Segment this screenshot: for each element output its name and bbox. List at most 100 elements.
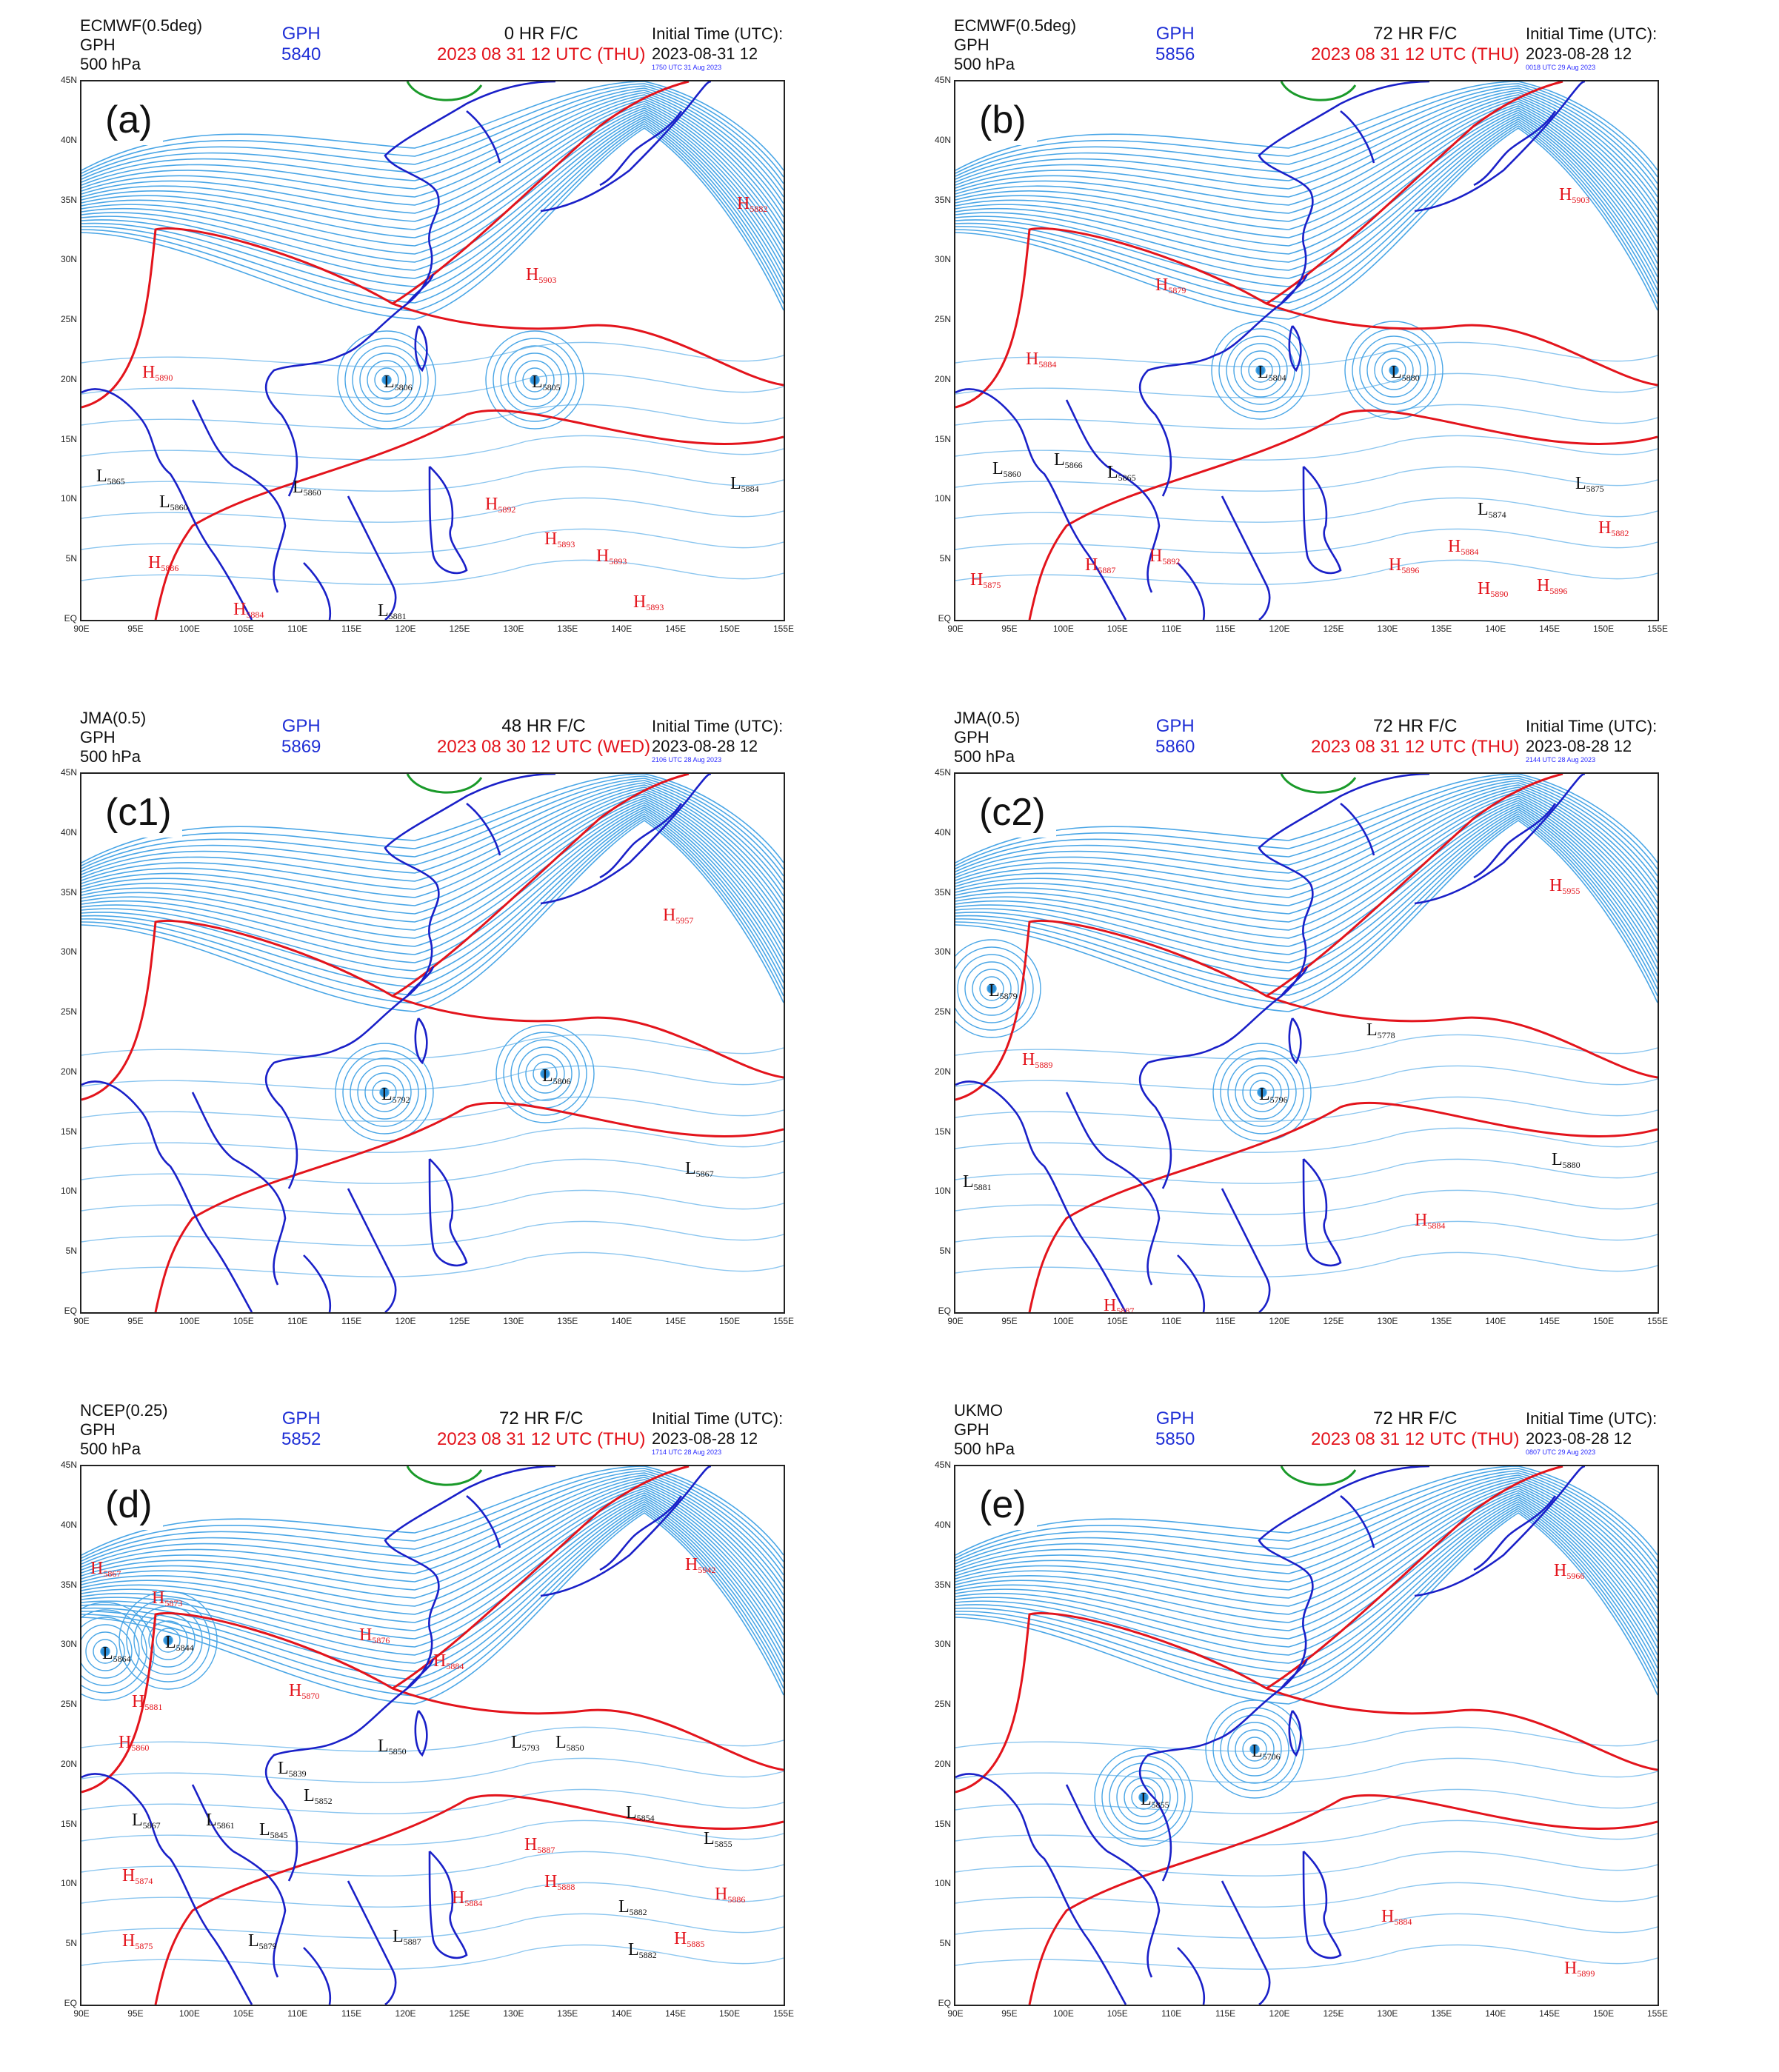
valid-time: 2023 08 31 12 UTC (THU) [437,44,646,64]
coastline [347,1188,397,1312]
gph-value: 5852 [281,1429,321,1449]
init-block: Initial Time (UTC): 2023-08-31 12 1750 UTC… [652,24,783,71]
center-type: H [1598,518,1612,538]
height-contour [955,81,1658,171]
lon-tick-label: 125E [1323,1316,1344,1326]
height-contour [955,1251,1658,1277]
low-center-ring [972,969,1012,1009]
low-center-label: L5806 [542,1066,571,1087]
coastline [191,1784,287,1978]
center-value: 5706 [1262,1751,1281,1762]
center-value: 5866 [1064,460,1083,470]
high-center-label: H5899 [1564,1959,1595,1979]
lat-tick-label: 5N [65,1938,77,1949]
low-center-ring [364,1072,404,1112]
height-contour [81,125,784,312]
coastline [1414,81,1586,213]
center-value: 5860 [303,487,321,498]
center-type: L [963,1172,974,1192]
lat-tick-label: 15N [60,433,77,444]
model-info: UKMO GPH 500 hPa [954,1401,1015,1459]
low-center-ring [1257,1087,1267,1097]
height-contour [955,116,1658,279]
center-type: L [618,1897,630,1916]
height-contour [955,1494,1658,1642]
height-contour [955,789,1658,910]
low-center-ring [133,1605,203,1675]
height-contour [955,798,1658,937]
height-contour [81,1882,784,1908]
lat-tick-label: 35N [934,1579,951,1590]
panel-header: JMA(0.5) GPH 500 hPa GPH 5860 72 HR F/C 2023 0… [896,700,1703,770]
center-value: 5887 [537,1845,555,1855]
high-center-label: H5893 [596,547,627,567]
coastline [599,1495,683,1571]
center-type: H [122,1866,136,1885]
timestamp-note: 2106 UTC 28 Aug 2023 [652,756,722,763]
lon-tick-label: 110E [1161,624,1182,634]
center-type: L [532,372,543,392]
lon-tick-label: 105E [1107,624,1128,634]
lat-tick-label: EQ [938,1306,951,1316]
height-contour [81,1503,784,1672]
low-center-label: L5880 [1552,1150,1581,1171]
center-value: 5865 [107,476,125,487]
coastline [1065,399,1161,593]
height-contour [81,784,784,897]
height-contour [81,85,784,184]
coastline [599,110,683,187]
height-contour [81,800,784,943]
lon-tick-label: 100E [1052,2008,1074,2019]
center-type: H [1104,1296,1117,1314]
coastline [428,1158,468,1267]
model-name: NCEP(0.25) [80,1401,168,1420]
low-center-ring [1255,365,1266,375]
lat-tick-label: 40N [934,1519,951,1530]
height-contour [955,1819,1658,1845]
height-contour [955,1474,1658,1583]
lon-tick-label: 135E [1431,1316,1452,1326]
low-center-label: L5839 [278,1759,307,1779]
valid-time: 2023 08 30 12 UTC (WED) [437,737,651,757]
center-value: 5804 [1268,372,1286,383]
height-contour [81,1512,784,1705]
lon-tick-label: 95E [1001,2008,1018,2019]
center-type: H [1415,1211,1428,1230]
forecast-hour: 72 HR F/C [1373,716,1458,736]
gph-label: GPH [1155,1408,1195,1428]
height-contour [955,1488,1658,1622]
lon-tick-label: 135E [1431,2008,1452,2019]
low-center-ring [1116,1770,1171,1825]
forecast-hour: 72 HR F/C [1373,1408,1458,1428]
low-center-ring [540,1069,550,1079]
lon-tick-label: 115E [1215,624,1236,634]
height-contour [81,127,784,320]
coastline [303,1254,332,1312]
gph-map: (d) H5942 H5867 H5873 L5844 L5864 H5876 H5884 H5… [80,1465,785,2006]
coastline [1302,1851,1342,1959]
gph-label: GPH [281,716,321,736]
high-center-label: H5886 [148,553,178,574]
center-type: H [132,1692,145,1711]
coastline [955,1080,1127,1312]
low-center-ring [1227,1057,1297,1127]
high-center-label: H5896 [1537,576,1567,597]
lon-tick-label: 145E [1539,2008,1561,2019]
height-contour [81,782,784,890]
lat-tick-label: EQ [938,1998,951,2008]
lat-tick-label: 30N [60,1639,77,1650]
height-contour [81,1477,784,1589]
center-value: 5884 [446,1661,464,1671]
lat-tick-label: 10N [60,493,77,504]
low-center-ring [85,1631,125,1671]
low-center-ring [987,983,997,994]
center-value: 5855 [714,1839,732,1849]
lat-tick-label: 45N [934,1460,951,1470]
low-center-label: L5881 [963,1172,992,1193]
lat-tick-label: 5N [65,553,77,564]
lat-tick-label: 10N [60,1878,77,1889]
forecast-block: 72 HR F/C 2023 08 31 12 UTC (THU) [1311,1408,1519,1450]
height-contour [81,820,784,1012]
coastline [1302,1158,1342,1267]
height-contour [955,1065,1658,1091]
